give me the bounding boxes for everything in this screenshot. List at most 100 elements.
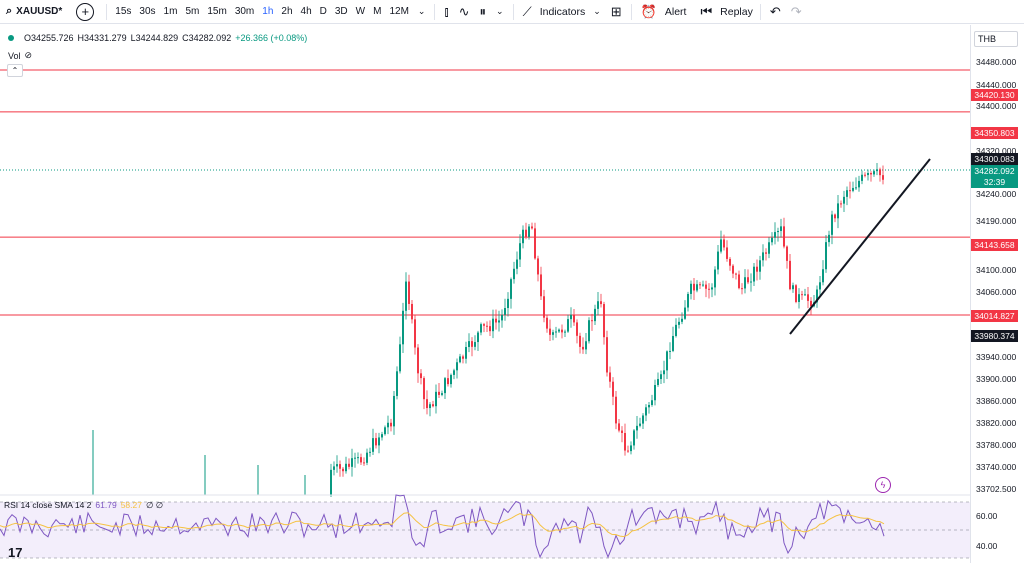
candle-body — [681, 318, 683, 322]
candle-body — [747, 277, 749, 283]
candle-body — [387, 422, 389, 428]
interval-1m[interactable]: 1m — [163, 6, 178, 17]
candle-body — [882, 175, 884, 180]
candle-body — [765, 252, 767, 254]
divider — [434, 3, 436, 20]
level-tag[interactable]: 34300.083 — [971, 153, 1018, 165]
level-tag[interactable]: 33980.374 — [971, 330, 1018, 342]
market-status-dot — [8, 35, 14, 41]
level-tag[interactable]: 34143.658 — [971, 239, 1018, 251]
candle-body — [360, 457, 362, 463]
candle-body — [786, 246, 788, 261]
symbol-search[interactable]: ⌕ XAUUSD* — [0, 0, 68, 24]
interval-3d[interactable]: 3D — [334, 6, 348, 17]
candle-body — [399, 344, 401, 372]
interval-30m[interactable]: 30m — [234, 6, 255, 17]
candle-body — [381, 434, 383, 438]
candle-body — [678, 321, 680, 325]
interval-w[interactable]: W — [355, 6, 366, 17]
candle-body — [873, 171, 875, 175]
candle-body — [645, 407, 647, 416]
candle-body — [330, 469, 332, 495]
add-symbol-icon[interactable]: + — [76, 2, 95, 21]
candle-body — [558, 329, 560, 332]
interval-1h[interactable]: 1h — [262, 6, 274, 17]
candle-body — [537, 258, 539, 275]
interval-2h[interactable]: 2h — [281, 6, 293, 17]
candle-body — [450, 374, 452, 385]
layout-grid-icon[interactable]: ⊞ — [610, 3, 622, 19]
candle-body — [357, 457, 359, 459]
price-chart[interactable] — [0, 25, 970, 563]
undo-icon[interactable]: ↶ — [769, 3, 781, 19]
collapse-legend-button[interactable]: ⌃ — [7, 64, 23, 77]
candle-body — [597, 301, 599, 309]
candle-body — [510, 279, 512, 299]
line-chart-type-icon[interactable]: ∿ — [458, 3, 470, 19]
candle-body — [546, 317, 548, 329]
interval-30s[interactable]: 30s — [139, 6, 156, 17]
indicators-button[interactable]: Indicators — [539, 5, 586, 18]
candle-chart-type-icon[interactable]: ⏸ — [479, 3, 487, 19]
chevron-down-icon[interactable]: ⌄ — [496, 6, 504, 16]
candle-body — [768, 242, 770, 254]
candle-body — [684, 307, 686, 319]
candle-body — [579, 335, 581, 347]
candle-body — [435, 391, 437, 407]
candle-body — [603, 304, 605, 338]
chevron-down-icon[interactable]: ⌄ — [593, 6, 601, 16]
candle-body — [699, 284, 701, 286]
lightning-icon[interactable]: ϟ — [875, 477, 891, 493]
candle-body — [849, 190, 851, 192]
candle-body — [861, 174, 863, 181]
ohlc-legend: O34255.726 H34331.279 L34244.829 C34282.… — [8, 33, 307, 43]
candle-body — [795, 285, 797, 302]
replay-icon[interactable]: ⏮ — [700, 3, 713, 19]
interval-15s[interactable]: 15s — [115, 6, 132, 17]
level-tag[interactable]: 34420.130 — [971, 89, 1018, 101]
candle-body — [441, 393, 443, 395]
level-tag[interactable]: 34014.827 — [971, 310, 1018, 322]
currency-selector[interactable]: THB — [974, 31, 1018, 47]
candle-body — [504, 308, 506, 315]
candle-body — [477, 332, 479, 343]
candle-body — [828, 234, 830, 243]
candle-body — [729, 258, 731, 266]
interval-5m[interactable]: 5m — [185, 6, 200, 17]
candle-body — [534, 228, 536, 259]
candle-body — [495, 318, 497, 323]
divider — [759, 3, 761, 20]
candle-body — [366, 452, 368, 463]
candle-body — [498, 320, 500, 323]
indicators-icon[interactable]: ⟋ — [522, 3, 532, 19]
candle-body — [876, 169, 878, 172]
candle-body — [852, 187, 854, 191]
redo-icon[interactable]: ↷ — [790, 3, 802, 19]
price-tick: 33860.000 — [976, 396, 1017, 406]
candle-body — [567, 319, 569, 332]
interval-12m[interactable]: 12M — [389, 6, 409, 17]
trendline[interactable] — [789, 158, 931, 335]
alarm-clock-icon[interactable]: ⏰ — [640, 3, 657, 19]
level-tag[interactable]: 34350.803 — [971, 127, 1018, 139]
eye-hidden-icon[interactable]: ⊘ — [24, 50, 33, 60]
rsi-background — [0, 502, 970, 558]
price-tick: 34400.000 — [976, 101, 1017, 111]
candle-body — [528, 226, 530, 237]
candle-body — [393, 395, 395, 427]
interval-4h[interactable]: 4h — [300, 6, 312, 17]
candle-body — [639, 423, 641, 426]
interval-d[interactable]: D — [319, 6, 327, 17]
candle-body — [843, 196, 845, 204]
chevron-down-icon[interactable]: ⌄ — [417, 6, 426, 16]
interval-m[interactable]: M — [373, 6, 382, 17]
candle-body — [429, 404, 431, 409]
rsi-label: RSI 14 close SMA 14 2 — [4, 500, 92, 510]
replay-button[interactable]: Replay — [720, 5, 753, 18]
bar-chart-type-icon[interactable]: ⫾ — [444, 3, 449, 19]
tradingview-logo[interactable]: 17 — [8, 545, 23, 560]
alert-button[interactable]: Alert — [664, 5, 687, 18]
interval-15m[interactable]: 15m — [207, 6, 227, 17]
price-scale[interactable] — [970, 25, 1024, 563]
current-price-tag[interactable]: 34282.092 — [971, 165, 1018, 177]
